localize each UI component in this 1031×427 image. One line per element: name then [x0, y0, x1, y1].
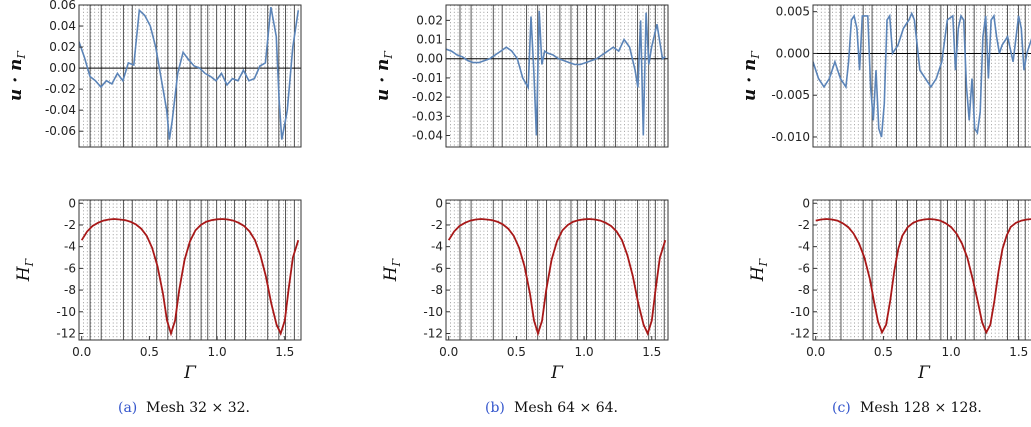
plot-frame: [812, 4, 1031, 148]
height-series: [815, 218, 1031, 335]
y-tick-label: -10: [423, 305, 443, 319]
x-tick-label: 0.5: [874, 345, 893, 359]
y-tick-label: -2: [798, 218, 810, 232]
mesh-grid-lines: [450, 200, 666, 340]
y-tick-label: -4: [798, 240, 810, 254]
y-tick-label: -4: [431, 240, 443, 254]
panel-a-top: 0.06 0.04 0.02 0.00 -0.02 -0.04 -0.06 u · nΓ: [6, 0, 302, 148]
y-tick-label: -0.02: [412, 90, 443, 104]
plot-frame: [78, 199, 302, 341]
y-axis-label: u · nΓ: [740, 51, 762, 101]
caption-b-text: Mesh 64 × 64.: [514, 400, 618, 416]
y-tick-label: -2: [64, 218, 76, 232]
caption-a-text: Mesh 32 × 32.: [146, 400, 250, 416]
x-tick-label: 1.5: [1009, 345, 1028, 359]
x-tick-label: 1.5: [642, 345, 661, 359]
y-tick-label: 0: [68, 196, 76, 210]
y-tick-label: -0.01: [412, 71, 443, 85]
velocity-normal-series: [813, 11, 1031, 138]
y-tick-label: -10: [56, 305, 76, 319]
y-axis-label: u · nΓ: [6, 51, 28, 101]
panel-a-bottom: 0 -2 -4 -6 -8 -10 -12 0.0 0.5 1.0 1.5 Γ HΓ: [14, 196, 302, 383]
y-axis-label: u · nΓ: [373, 51, 395, 101]
x-tick-label: 0.5: [507, 345, 526, 359]
panel-b-top: 0.02 0.01 0.00 -0.01 -0.02 -0.03 -0.04 u · nΓ: [373, 4, 669, 148]
caption-b: (b) Mesh 64 × 64.: [485, 400, 618, 416]
x-tick-label: 0.0: [806, 345, 825, 359]
y-tick-label: -0.04: [412, 128, 443, 142]
y-tick-label: 0: [435, 196, 443, 210]
y-tick-label: -10: [790, 305, 810, 319]
y-axis-label: HΓ: [14, 258, 36, 282]
y-axis-label: HΓ: [381, 258, 403, 282]
y-tick-label: -0.02: [45, 82, 76, 96]
plot-frame: [445, 199, 669, 341]
x-axis-label: Γ: [917, 363, 931, 383]
y-tick-label: -12: [423, 326, 443, 340]
panel-c-bottom: 0 -2 -4 -6 -8 -10 -12 0.0 0.5 1.0 1.5 Γ HΓ: [748, 196, 1031, 383]
caption-c-text: Mesh 128 × 128.: [860, 400, 982, 416]
y-tick-label: -4: [64, 240, 76, 254]
mesh-grid-lines: [450, 5, 666, 147]
x-axis-label: Γ: [550, 363, 564, 383]
x-tick-label: 0.0: [72, 345, 91, 359]
y-tick-label: 0.01: [416, 33, 443, 47]
velocity-normal-series: [79, 6, 300, 140]
panel-b-bottom: 0 -2 -4 -6 -8 -10 -12 0.0 0.5 1.0 1.5 Γ HΓ: [381, 196, 669, 383]
y-tick-label: -0.04: [45, 103, 76, 117]
y-axis-label: HΓ: [748, 258, 770, 282]
y-tick-label: -6: [64, 261, 76, 275]
y-tick-label: 0.00: [49, 61, 76, 75]
x-tick-label: 1.0: [942, 345, 961, 359]
x-axis-label: Γ: [183, 363, 197, 383]
y-tick-label: -0.03: [412, 109, 443, 123]
y-tick-label: -8: [798, 283, 810, 297]
y-tick-label: 0.06: [49, 0, 76, 12]
x-tick-label: 0.0: [439, 345, 458, 359]
plot-frame: [445, 4, 669, 148]
height-series: [447, 218, 667, 337]
caption-b-label: (b): [485, 400, 505, 416]
y-tick-label: 0.005: [776, 5, 810, 19]
panel-c-top: 0.005 0.000 -0.005 -0.010 u · nΓ: [740, 4, 1031, 148]
y-tick-label: -0.010: [771, 130, 810, 144]
y-tick-label: 0.000: [776, 46, 810, 60]
y-tick-label: -12: [56, 326, 76, 340]
y-tick-label: -12: [790, 326, 810, 340]
x-tick-label: 1.5: [275, 345, 294, 359]
y-tick-label: 0.04: [49, 19, 76, 33]
y-tick-label: -6: [431, 261, 443, 275]
y-tick-label: -8: [431, 283, 443, 297]
caption-c: (c) Mesh 128 × 128.: [832, 400, 982, 416]
y-tick-label: 0.02: [49, 40, 76, 54]
mesh-grid-lines: [83, 200, 299, 340]
y-tick-label: 0.02: [416, 13, 443, 27]
y-tick-label: 0.00: [416, 52, 443, 66]
mesh-grid-lines: [83, 5, 299, 147]
y-tick-label: -0.005: [771, 88, 810, 102]
height-series: [80, 218, 300, 337]
x-tick-label: 1.0: [575, 345, 594, 359]
y-tick-label: -0.06: [45, 124, 76, 138]
y-tick-label: -2: [431, 218, 443, 232]
caption-a-label: (a): [118, 400, 137, 416]
plot-frame: [78, 4, 302, 148]
y-tick-label: -6: [798, 261, 810, 275]
y-tick-label: -8: [64, 283, 76, 297]
y-tick-label: 0: [802, 196, 810, 210]
velocity-normal-series: [446, 10, 666, 136]
x-tick-label: 0.5: [140, 345, 159, 359]
plot-frame: [812, 199, 1031, 341]
caption-c-label: (c): [832, 400, 851, 416]
caption-a: (a) Mesh 32 × 32.: [118, 400, 250, 416]
x-tick-label: 1.0: [208, 345, 227, 359]
